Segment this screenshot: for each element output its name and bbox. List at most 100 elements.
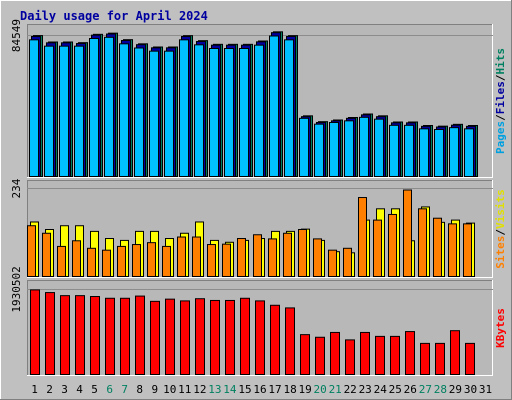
bar [299,117,309,178]
bar [207,244,216,277]
bar [253,234,262,278]
bar [345,339,355,375]
y-label-part: Visits [494,189,507,229]
bar [418,208,427,278]
x-tick-label: 1 [31,383,38,396]
x-tick-label: 19 [298,383,311,396]
bar [134,47,144,177]
bar [270,304,280,375]
bar [255,300,265,375]
bar [87,247,96,278]
bar [329,122,339,177]
bar [239,48,249,177]
bar [59,45,69,177]
bar [359,116,369,178]
bar [57,245,66,277]
y-label-part: / [494,74,507,81]
x-tick-label: 24 [374,383,388,396]
bar [117,245,126,277]
bar [29,39,39,178]
bar [209,48,219,177]
x-tick-label: 22 [344,383,357,396]
bar [89,38,99,177]
bar [315,336,325,375]
x-tick-label: 29 [449,383,462,396]
bar [389,124,399,178]
y-tick-label: 84549 [10,19,23,52]
bar [314,123,324,177]
bar [360,331,370,376]
x-tick-label: 3 [61,383,68,396]
bar [283,232,292,277]
bar [210,299,220,376]
bar [165,298,175,375]
bar [390,335,400,375]
bar [344,120,354,178]
y-label-part: Pages [494,121,507,154]
bar [27,225,36,278]
bar [463,223,472,277]
bar [179,39,189,178]
bar [237,238,246,278]
x-tick-label: 21 [329,383,342,396]
x-tick-label: 28 [434,383,447,396]
bar [404,124,414,178]
bar [420,342,430,375]
y-label-part: / [494,229,507,236]
bar [72,240,81,277]
x-tick-label: 15 [238,383,251,396]
bar [162,245,171,277]
x-tick-label: 12 [193,383,206,396]
x-tick-label: 16 [253,383,266,396]
bar [269,35,279,177]
bar [419,128,429,177]
bar [90,296,100,375]
bar [374,118,384,177]
bar [343,247,352,278]
bar [403,189,412,278]
series-sites [27,189,472,278]
x-tick-label: 11 [178,383,191,396]
bar [450,330,460,376]
x-tick-label: 10 [163,383,176,396]
x-tick-label: 13 [208,383,221,396]
bar [150,300,160,376]
bar [313,238,322,277]
y-label-part: / [494,114,507,121]
panel-visits-sites: 234 Sites/Visits [10,178,507,278]
y-label-part: KBytes [494,308,507,348]
series-pages [29,35,474,178]
bar [388,213,397,278]
x-tick-label: 2 [46,383,53,396]
bar [132,244,141,277]
x-tick-label: 18 [283,383,296,396]
bar [285,307,295,375]
bar [284,39,294,178]
bar [448,223,457,277]
bar [44,45,54,177]
bar [465,342,475,375]
bar [74,45,84,177]
bar [60,295,70,375]
bar [224,48,234,177]
x-tick-label: 17 [268,383,281,396]
y-label-part: Sites [494,236,507,269]
bar [42,232,51,277]
bar [405,331,415,376]
bar [268,238,277,277]
y-label-part: Files [494,81,507,114]
panel-kbytes: 1930502 KBytes [10,266,507,376]
bar [435,342,445,375]
bar [358,197,367,277]
y-axis-label: KBytes [494,308,507,348]
bar [149,50,159,178]
bar [119,43,129,178]
x-tick-label: 4 [76,383,83,396]
x-tick-label: 6 [106,383,113,396]
x-tick-label: 9 [151,383,158,396]
series-kbytes [30,289,475,376]
bar [373,219,382,278]
x-tick-label: 8 [136,383,143,396]
x-tick-label: 25 [389,383,402,396]
